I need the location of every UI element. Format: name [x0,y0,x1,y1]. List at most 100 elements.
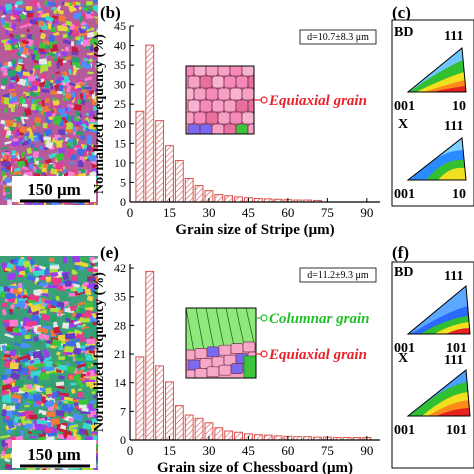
ipf-panel-c: BD 111 001 10 X 111 001 10 [391,19,474,207]
y-axis-label: Normalized frequency (%) [92,34,107,194]
y-tick-label: 7 [120,404,126,418]
ipf-corner-001: 001 [394,423,415,438]
ipf-corner-111: 111 [444,119,463,134]
x-tick-label: 45 [242,443,255,458]
histogram-bar [273,435,283,441]
x-tick-label: 60 [281,205,294,220]
histogram-bar [234,196,243,203]
x-tick-label: 15 [163,205,176,220]
ipf-corner-111: 111 [444,353,463,368]
ipf-direction-x: X [398,351,408,366]
annotation-marker [260,314,268,322]
scale-bar-label: 150 μm [27,180,81,199]
annotation-equiaxial-e: Equiaxial grain [256,347,367,363]
inset-equiaxial-schematic [185,65,255,135]
inset-columnar-schematic [185,307,257,379]
panel-label-e: (e) [100,243,119,262]
y-tick-label: 28 [114,318,126,332]
ipf-triangle-f-x [406,369,471,417]
histogram-bar [155,365,165,441]
annotation-label: Columnar grain [269,311,369,327]
histogram-bar [194,417,204,441]
histogram-bar [184,414,194,441]
ipf-corner-111: 111 [444,29,463,44]
histogram-bar [174,160,184,203]
annotation-columnar-e: Columnar grain [256,311,369,327]
annotation-label: Equiaxial grain [268,93,367,109]
ipf-direction-bd: BD [394,265,413,280]
ipf-corner-10: 10 [452,99,466,114]
x-tick-label: 75 [321,205,334,220]
ipf-direction-x: X [398,117,408,132]
histogram-bar [184,178,194,203]
stat-box [299,267,377,283]
y-tick-label: 25 [114,97,126,111]
x-tick-label: 15 [163,443,176,458]
y-tick-label: 21 [114,347,126,361]
ipf-corner-001: 001 [394,187,415,202]
histogram-bar [165,145,174,203]
histogram-bar [135,110,145,203]
y-tick-label: 42 [114,261,126,275]
histogram-bar [263,434,273,441]
x-tick-label: 60 [281,443,294,458]
y-tick-label: 10 [114,156,126,170]
y-tick-label: 35 [114,58,126,72]
ebsd-map-chessboard [0,256,98,470]
histogram-bar [145,44,155,203]
histogram-bar [234,431,243,441]
y-tick-label: 45 [114,19,126,33]
ipf-corner-101: 101 [446,423,467,438]
histogram-bar [145,270,155,441]
y-tick-label: 5 [120,175,126,189]
x-tick-label: 75 [321,443,334,458]
ipf-corner-111: 111 [444,269,463,284]
scale-bar-label: 150 μm [27,445,81,464]
histogram-bar [224,195,234,203]
y-tick-label: 20 [114,117,126,131]
y-tick-label: 14 [114,376,126,390]
annotation-marker [260,96,268,104]
histogram-bar [135,356,145,441]
x-tick-label: 90 [360,205,373,220]
histogram-bar [214,427,224,441]
stat-box [299,29,377,45]
stat-label: d=11.2±9.3 μm [307,270,369,281]
panel-label-f: (f) [392,243,409,262]
ipf-triangle-f-bd [406,285,471,335]
y-tick-label: 30 [114,78,126,92]
histogram-bar [253,434,263,441]
histogram-stripe: 0 15 30 45 60 75 90 0 5 10 15 20 25 30 35 40 45 Grain siz… [92,19,380,238]
x-tick-label: 30 [202,443,215,458]
ipf-corner-101: 101 [446,341,467,356]
histogram-bar [194,185,204,203]
x-tick-label: 30 [202,205,215,220]
panel-label-b: (b) [100,3,121,22]
annotation-equiaxial-b: Equiaxial grain [254,93,367,109]
ipf-triangle-c-x [406,137,467,181]
x-axis-label: Grain size of Chessboard (μm) [157,460,353,474]
x-tick-label: 45 [242,205,255,220]
y-axis-label: Normalized frequency (%) [92,272,107,432]
histogram-bar [165,381,174,441]
histogram-chessboard: 0 15 30 45 60 75 90 0 7 14 21 28 35 42 Grain size of C… [92,261,380,474]
y-tick-label: 15 [114,136,126,150]
y-tick-label: 35 [114,290,126,304]
ipf-triangle-c-bd [406,47,467,93]
ipf-panel-f: BD 111 001 101 X 111 001 101 [391,261,474,469]
y-tick-label: 0 [120,433,126,447]
annotation-marker [260,350,268,358]
stat-label: d=10.7±8.3 μm [307,32,369,43]
panel-label-c: (c) [392,3,411,22]
x-tick-label: 0 [127,443,134,458]
y-tick-label: 0 [120,195,126,209]
histogram-bar [174,405,184,441]
ipf-direction-bd: BD [394,25,413,40]
ipf-corner-001: 001 [394,341,415,356]
histogram-bar [224,430,234,441]
ipf-corner-10: 10 [452,187,466,202]
x-tick-label: 90 [360,443,373,458]
histogram-bar [214,194,224,203]
x-axis-label: Grain size of Stripe (μm) [175,222,334,238]
x-tick-label: 0 [127,205,134,220]
